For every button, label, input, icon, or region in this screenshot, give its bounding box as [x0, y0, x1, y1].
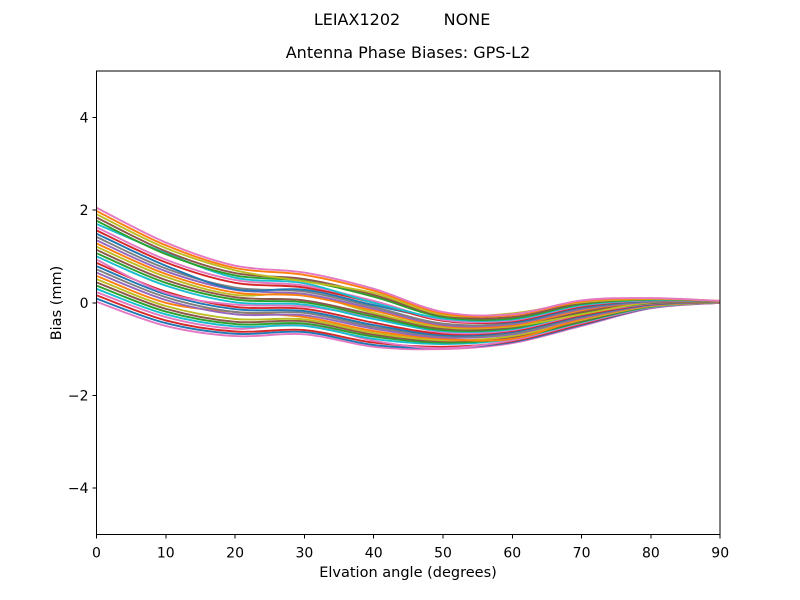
x-tick-label: 80 [642, 546, 660, 562]
y-tick-label: −4 [68, 481, 89, 497]
x-tick-label: 0 [92, 546, 101, 562]
y-axis-label: Bias (mm) [49, 266, 65, 341]
series-line [96, 248, 721, 331]
x-tick-label: 40 [365, 546, 383, 562]
y-tick-label: 2 [80, 203, 89, 219]
y-tick-label: −2 [68, 388, 89, 404]
suptitle-radome: NONE [444, 10, 491, 29]
series-line [96, 245, 721, 330]
x-tick-label: 50 [434, 546, 452, 562]
x-tick-label: 70 [573, 546, 591, 562]
x-tick-label: 30 [295, 546, 313, 562]
series-line [96, 206, 721, 317]
plot-area: 0 10 20 30 40 50 60 70 80 90 −4 −2 0 2 4 [68, 70, 729, 562]
y-tick-label: 4 [80, 110, 89, 126]
y-tick-label: 0 [80, 296, 89, 312]
suptitle-station: LEIAX1202 [314, 10, 400, 29]
x-tick-label: 10 [157, 546, 175, 562]
x-tick-label: 90 [711, 546, 729, 562]
x-tick-label: 20 [226, 546, 244, 562]
axes-title: Antenna Phase Biases: GPS-L2 [286, 43, 531, 62]
x-tick-label: 60 [503, 546, 521, 562]
x-axis-label: Elvation angle (degrees) [319, 565, 497, 581]
